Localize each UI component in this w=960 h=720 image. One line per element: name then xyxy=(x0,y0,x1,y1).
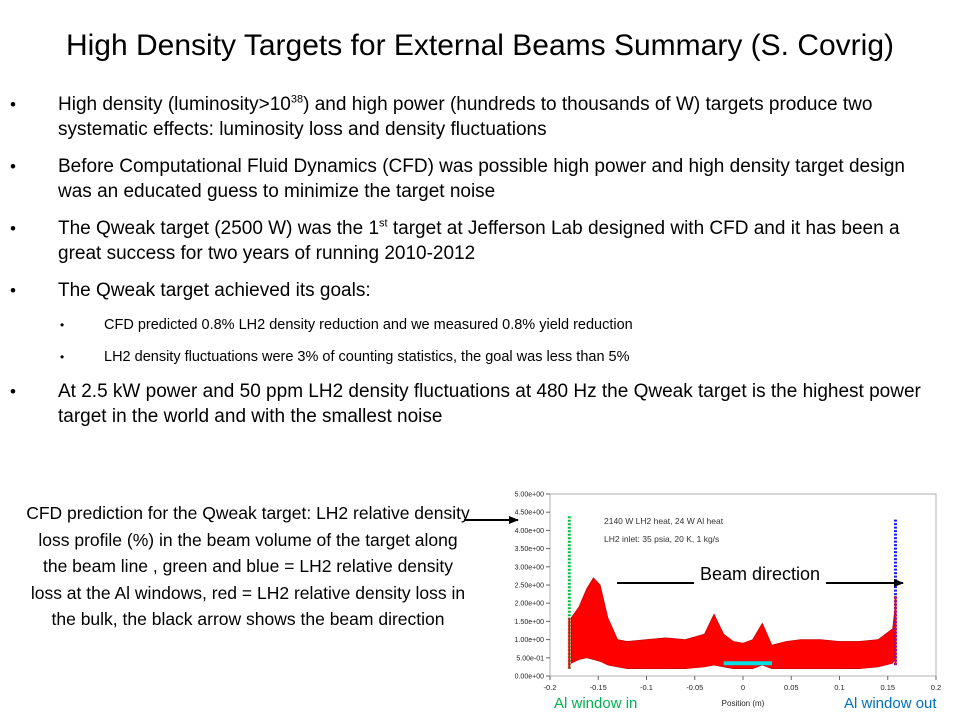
y-tick-label: 4.50e+00 xyxy=(515,510,544,517)
bullet-dot-icon: • xyxy=(10,95,16,114)
slide-title: High Density Targets for External Beams … xyxy=(65,29,895,62)
figure-caption: CFD prediction for the Qweak target: LH2… xyxy=(26,503,470,629)
bullet-dot-icon: • xyxy=(10,281,16,300)
bullet-dot-icon: • xyxy=(10,219,16,238)
x-tick-label: -0.2 xyxy=(544,683,557,692)
x-tick-label: -0.15 xyxy=(590,683,607,692)
x-tick-label: -0.1 xyxy=(640,683,653,692)
x-tick-label: 0.15 xyxy=(880,683,895,692)
y-tick-label: 3.00e+00 xyxy=(515,564,544,571)
sub-bullet-fluctuations: • LH2 density fluctuations were 3% of co… xyxy=(10,347,940,367)
y-tick-label: 5.00e+00 xyxy=(515,492,544,499)
bullet-text: Before Computational Fluid Dynamics (CFD… xyxy=(58,156,905,202)
y-tick-label: 4.00e+00 xyxy=(515,528,544,535)
x-tick-label: 0 xyxy=(741,683,745,692)
bullet-dot-icon: • xyxy=(10,382,16,401)
x-tick-label: -0.05 xyxy=(686,683,703,692)
y-tick-label: 1.00e+00 xyxy=(515,637,544,644)
bullet-cfd: • Before Computational Fluid Dynamics (C… xyxy=(10,154,940,204)
bullet-list: • High density (luminosity>1038) and hig… xyxy=(10,92,940,441)
plot-annotation: 2140 W LH2 heat, 24 W Al heat xyxy=(604,516,724,526)
bullet-text: ) and high power (hundreds to thousands … xyxy=(58,94,873,140)
bullet-text: target at Jefferson Lab designed with CF… xyxy=(58,218,900,264)
center-strip xyxy=(723,661,772,666)
window-in-label: Al window in xyxy=(554,695,638,712)
bullet-text: The Qweak target achieved its goals: xyxy=(58,280,371,301)
plot-annotation: LH2 inlet: 35 psia, 20 K, 1 kg/s xyxy=(604,534,719,544)
bullet-text: LH2 density fluctuations were 3% of coun… xyxy=(104,349,630,365)
x-tick-label: 0.1 xyxy=(834,683,844,692)
x-tick-label: 0.2 xyxy=(931,683,941,692)
y-tick-label: 2.00e+00 xyxy=(515,601,544,608)
bullet-goals: • The Qweak target achieved its goals: xyxy=(10,278,940,303)
bullet-dot-icon: • xyxy=(60,318,65,332)
bullet-text: The Qweak target (2500 W) was the 1 xyxy=(58,218,380,239)
sub-bullet-density-reduction: • CFD predicted 0.8% LH2 density reducti… xyxy=(10,315,940,335)
beam-direction-label: Beam direction xyxy=(700,564,820,584)
y-tick-label: 2.50e+00 xyxy=(515,583,544,590)
beam-direction-label-bg xyxy=(694,562,826,586)
cfd-density-loss-plot: 0.00e+00 5.00e-01 1.00e+00 1.50e+00 2.00e+00… xyxy=(496,480,960,720)
bullet-highest-power: • At 2.5 kW power and 50 ppm LH2 density… xyxy=(10,379,940,429)
y-tick-label: 0.00e+00 xyxy=(515,674,544,681)
y-tick-label: 1.50e+00 xyxy=(515,619,544,626)
bullet-dot-icon: • xyxy=(60,350,65,364)
x-axis-label: Position (m) xyxy=(722,699,765,708)
bullet-dot-icon: • xyxy=(10,157,16,176)
bullet-qweak-target: • The Qweak target (2500 W) was the 1st … xyxy=(10,216,940,266)
bullet-text: At 2.5 kW power and 50 ppm LH2 density f… xyxy=(58,381,921,427)
y-tick-label: 5.00e-01 xyxy=(516,655,544,662)
bullet-superscript: st xyxy=(379,217,388,230)
bullet-luminosity: • High density (luminosity>1038) and hig… xyxy=(10,92,940,142)
bullet-text: CFD predicted 0.8% LH2 density reduction… xyxy=(104,317,633,333)
x-tick-label: 0.05 xyxy=(784,683,799,692)
bullet-superscript: 38 xyxy=(290,93,304,106)
window-out-label: Al window out xyxy=(844,695,937,712)
bullet-text: High density (luminosity>10 xyxy=(58,94,291,115)
y-tick-label: 3.50e+00 xyxy=(515,546,544,553)
